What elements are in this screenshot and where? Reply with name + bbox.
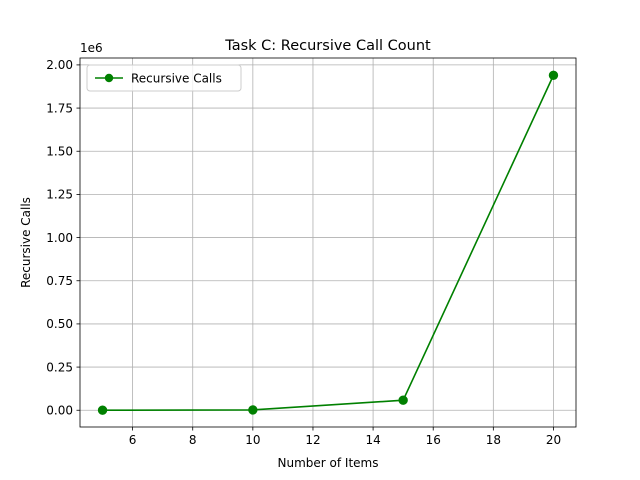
x-tick-label: 10 — [245, 433, 260, 447]
y-tick-label: 0.25 — [46, 360, 73, 374]
legend-box — [86, 64, 242, 92]
y-tick-label: 1.50 — [46, 145, 73, 159]
y-tick-label: 1.25 — [46, 188, 73, 202]
data-point — [97, 405, 108, 415]
x-tick-label: 18 — [486, 433, 501, 447]
y-offset-label: 1e6 — [80, 41, 103, 55]
legend-marker — [104, 73, 114, 83]
x-tick-label: 20 — [546, 433, 561, 447]
y-tick-label: 0.00 — [46, 404, 73, 418]
y-tick-label: 1.75 — [46, 101, 73, 115]
legend-label: Recursive Calls — [131, 71, 222, 85]
x-axis-title: Number of Items — [278, 456, 379, 470]
x-tick-label: 14 — [365, 433, 380, 447]
y-axis-title: Recursive Calls — [19, 197, 33, 288]
ticks: 6 8 10 12 14 16 18 20 0.00 0.25 0.50 0.75 1.00 1.25 1.… — [46, 58, 561, 447]
series-layer — [97, 70, 559, 415]
y-tick-label: 1.00 — [46, 231, 73, 245]
x-tick-label: 12 — [305, 433, 320, 447]
legend: Recursive Calls — [86, 64, 242, 92]
x-tick-label: 6 — [129, 433, 137, 447]
chart-title: Task C: Recursive Call Count — [224, 38, 431, 54]
series-line — [102, 74, 555, 412]
x-tick-label: 16 — [426, 433, 441, 447]
data-point — [248, 405, 258, 415]
data-point — [548, 70, 559, 80]
y-tick-label: 2.00 — [46, 58, 73, 72]
data-point — [398, 395, 408, 405]
x-tick-label: 8 — [189, 433, 197, 447]
plot-frame — [79, 57, 577, 428]
y-tick-label: 0.50 — [46, 317, 73, 331]
y-tick-label: 0.75 — [46, 274, 73, 288]
